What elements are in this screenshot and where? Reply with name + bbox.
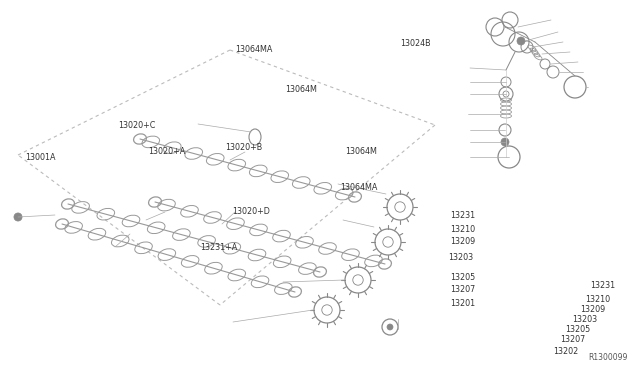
Text: 13209: 13209 [450,237,476,247]
Text: 13209: 13209 [580,305,605,314]
Text: 13203: 13203 [572,315,597,324]
Text: 13064M: 13064M [345,148,377,157]
Text: R1300099: R1300099 [589,353,628,362]
Text: 13020+C: 13020+C [118,121,156,129]
Text: 13205: 13205 [565,326,590,334]
Circle shape [501,138,509,146]
Text: 13210: 13210 [585,295,610,305]
Text: 13001A: 13001A [25,153,56,161]
Text: 13064MA: 13064MA [235,45,273,55]
Text: 13024B: 13024B [400,38,431,48]
Text: 13231+A: 13231+A [200,244,237,253]
Text: 13205: 13205 [450,273,476,282]
Text: 13020+A: 13020+A [148,148,185,157]
Text: 13202: 13202 [553,347,579,356]
Text: 13231: 13231 [450,211,475,219]
Text: 13064M: 13064M [285,86,317,94]
Text: 13231: 13231 [590,280,615,289]
Circle shape [517,37,525,45]
Text: 13020+D: 13020+D [232,208,270,217]
Text: 13064MA: 13064MA [340,183,378,192]
Text: 13020+B: 13020+B [225,144,262,153]
Text: 13203: 13203 [448,253,473,263]
Circle shape [387,324,393,330]
Circle shape [14,213,22,221]
Text: 13207: 13207 [450,285,476,295]
Text: 13207: 13207 [560,336,585,344]
Text: 13201: 13201 [450,299,475,308]
Text: 13210: 13210 [450,225,475,234]
